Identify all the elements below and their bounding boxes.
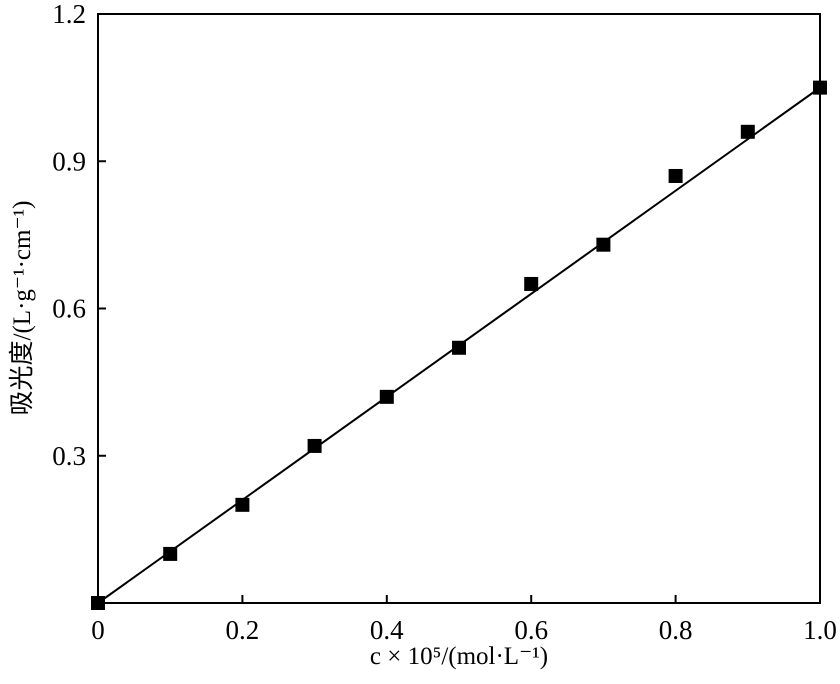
x-tick-label: 1.0 [803, 615, 837, 645]
x-tick-label: 0.8 [659, 615, 693, 645]
data-point [668, 168, 683, 183]
y-tick-label: 1.2 [52, 0, 86, 29]
y-tick-label: 0.3 [52, 441, 86, 471]
data-point [524, 276, 539, 291]
x-tick-label: 0 [91, 615, 105, 645]
axis-ticks [97, 13, 821, 603]
x-axis-label: c × 10⁵/(mol·L⁻¹) [370, 643, 548, 670]
data-point [235, 497, 250, 512]
y-tick-label: 0.6 [52, 294, 86, 324]
data-point [596, 237, 611, 252]
data-point [91, 596, 105, 610]
x-tick-label: 0.2 [226, 615, 260, 645]
plot-frame [97, 13, 821, 604]
data-point [740, 124, 755, 139]
axis-tick-labels: 0 0.2 0.4 0.6 0.8 1.0 0.3 0.6 0.9 1.2 [52, 0, 837, 645]
x-tick-label: 0.4 [370, 615, 404, 645]
data-point [307, 438, 322, 453]
y-axis-label: 吸光度/(L·g⁻¹·cm⁻¹) [8, 201, 36, 416]
data-points [91, 80, 827, 610]
y-tick-label: 0.9 [52, 146, 86, 176]
x-tick-label: 0.6 [514, 615, 548, 645]
data-point [379, 389, 394, 404]
data-point [813, 80, 827, 95]
data-point [163, 546, 178, 561]
data-point [452, 340, 466, 355]
